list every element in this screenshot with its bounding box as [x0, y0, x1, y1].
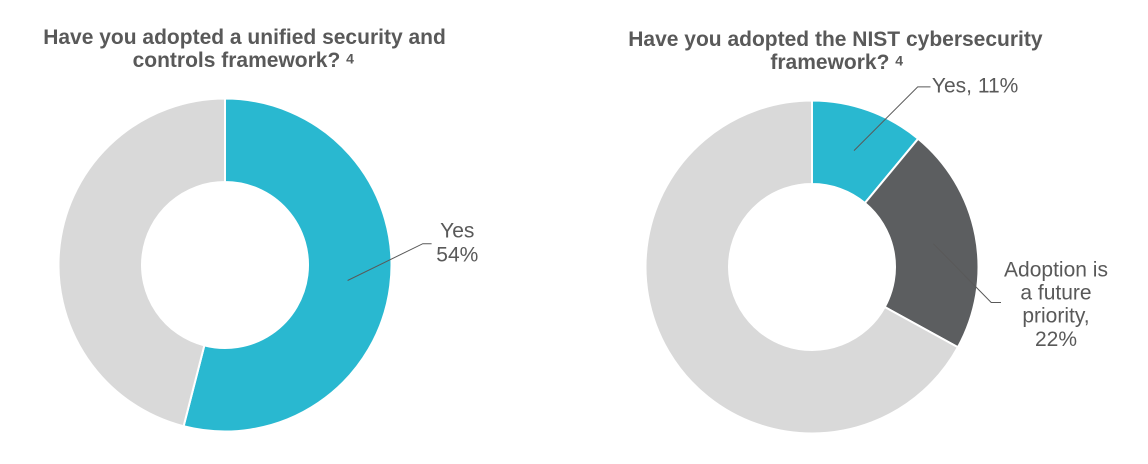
- svg-text:54%: 54%: [436, 243, 478, 266]
- svg-text:22%: 22%: [1035, 328, 1077, 351]
- svg-text:framework? 4: framework? 4: [770, 51, 903, 74]
- svg-text:Have you adopted a unified sec: Have you adopted a unified security and: [43, 26, 446, 49]
- svg-text:Adoption is: Adoption is: [1004, 258, 1108, 281]
- svg-text:a future: a future: [1020, 281, 1091, 304]
- svg-text:Have you adopted the NIST cybe: Have you adopted the NIST cybersecurity: [628, 28, 1043, 51]
- svg-text:Yes: Yes: [440, 220, 474, 243]
- svg-text:Yes, 11%: Yes, 11%: [932, 75, 1018, 98]
- svg-text:controls framework? 4: controls framework? 4: [133, 49, 355, 72]
- svg-text:priority,: priority,: [1022, 305, 1089, 328]
